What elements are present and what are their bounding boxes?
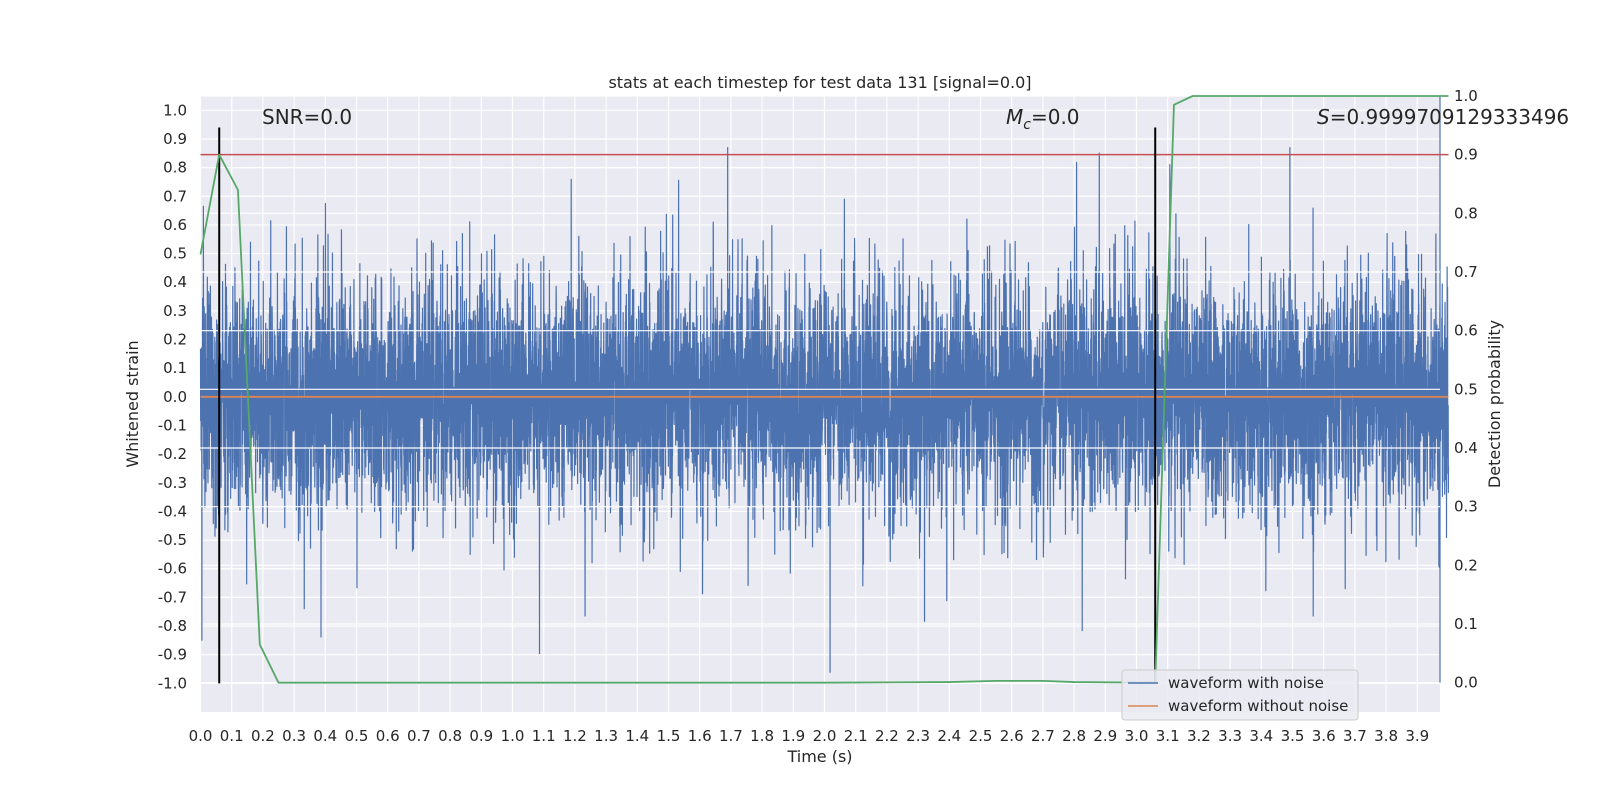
legend-clean-label: waveform without noise bbox=[1168, 697, 1348, 715]
mc-symbol: M bbox=[1006, 105, 1023, 129]
x-tick-label: 1.2 bbox=[563, 727, 587, 745]
x-tick-label: 3.8 bbox=[1374, 727, 1398, 745]
y-tick-label: -0.6 bbox=[158, 560, 187, 578]
y-tick-label: -0.7 bbox=[158, 588, 187, 606]
legend-box bbox=[1121, 669, 1359, 721]
s-annotation: S=0.9999709129333496 bbox=[1317, 105, 1569, 129]
x-tick-label: 3.4 bbox=[1249, 727, 1273, 745]
mc-annotation: Mc=0.0 bbox=[1006, 105, 1080, 133]
x-tick-label: 3.9 bbox=[1405, 727, 1429, 745]
x-tick-label: 0.5 bbox=[345, 727, 369, 745]
x-tick-label: 3.0 bbox=[1125, 727, 1149, 745]
snr-annotation: SNR=0.0 bbox=[262, 105, 352, 129]
y2-tick-label: 0.1 bbox=[1454, 615, 1478, 633]
x-tick-label: 2.6 bbox=[1000, 727, 1024, 745]
x-tick-label: 1.1 bbox=[532, 727, 556, 745]
y-tick-label: -0.1 bbox=[158, 416, 187, 434]
x-tick-label: 1.7 bbox=[719, 727, 743, 745]
y2-axis-ticks: 1.0 0.9 0.8 0.7 0.6 0.5 0.4 0.3 0.2 0.1 0.0 bbox=[1439, 87, 1478, 692]
y-tick-label: 0.1 bbox=[163, 359, 187, 377]
y-tick-label: 0.9 bbox=[163, 130, 187, 148]
x-tick-label: 2.2 bbox=[875, 727, 899, 745]
y-tick-label: 0.8 bbox=[163, 159, 187, 177]
x-tick-label: 1.4 bbox=[625, 727, 649, 745]
x-tick-label: 0.0 bbox=[189, 727, 213, 745]
s-symbol: S bbox=[1317, 105, 1330, 129]
x-tick-label: 3.5 bbox=[1281, 727, 1305, 745]
y-tick-label: -1.0 bbox=[158, 674, 187, 692]
x-tick-label: 2.9 bbox=[1093, 727, 1117, 745]
x-tick-label: 2.4 bbox=[937, 727, 961, 745]
y2-tick-label: 0.4 bbox=[1454, 439, 1478, 457]
x-tick-label: 3.6 bbox=[1312, 727, 1336, 745]
y2-tick-label: 1.0 bbox=[1454, 87, 1478, 105]
y2-tick-label: 0.7 bbox=[1454, 263, 1478, 281]
y2-axis-label: Detection probability bbox=[1485, 320, 1504, 488]
x-axis-ticks: 0.0 0.1 0.2 0.3 0.4 0.5 0.6 0.7 0.8 0.9 1.0 1.1 1.2 1… bbox=[189, 727, 1430, 745]
y-tick-label: -0.2 bbox=[158, 445, 187, 463]
x-axis-label: Time (s) bbox=[786, 747, 852, 766]
x-tick-label: 3.1 bbox=[1156, 727, 1180, 745]
x-tick-label: 0.4 bbox=[313, 727, 337, 745]
y-tick-label: -0.9 bbox=[158, 646, 187, 664]
y2-tick-label: 0.9 bbox=[1454, 146, 1478, 164]
x-tick-label: 1.6 bbox=[688, 727, 712, 745]
y-axis-label: Whitened strain bbox=[123, 340, 142, 467]
x-tick-label: 1.8 bbox=[750, 727, 774, 745]
x-tick-label: 3.7 bbox=[1343, 727, 1367, 745]
y2-tick-label: 0.3 bbox=[1454, 498, 1478, 516]
noise-series-line bbox=[199, 146, 1450, 673]
x-tick-label: 1.3 bbox=[594, 727, 618, 745]
x-tick-label: 3.2 bbox=[1187, 727, 1211, 745]
x-tick-label: 1.5 bbox=[657, 727, 681, 745]
y-tick-label: -0.5 bbox=[158, 531, 187, 549]
x-tick-label: 0.3 bbox=[282, 727, 306, 745]
y-tick-label: -0.4 bbox=[158, 502, 187, 520]
x-tick-label: 0.7 bbox=[407, 727, 431, 745]
y-tick-label: 0.0 bbox=[163, 388, 187, 406]
y2-tick-label: 0.8 bbox=[1454, 204, 1478, 222]
chart-title: stats at each timestep for test data 131… bbox=[608, 73, 1031, 92]
x-tick-label: 2.1 bbox=[844, 727, 868, 745]
y-tick-label: 0.3 bbox=[163, 302, 187, 320]
x-tick-label: 1.0 bbox=[501, 727, 525, 745]
legend-noise-label: waveform with noise bbox=[1168, 674, 1324, 692]
series-layer bbox=[199, 95, 1449, 684]
x-tick-label: 2.5 bbox=[969, 727, 993, 745]
x-tick-label: 0.6 bbox=[376, 727, 400, 745]
y-tick-label: 1.0 bbox=[163, 101, 187, 119]
x-tick-label: 2.8 bbox=[1062, 727, 1086, 745]
noise-series-layer bbox=[199, 146, 1450, 673]
y-axis-ticks: 1.0 0.9 0.8 0.7 0.6 0.5 0.4 0.3 0.2 0.1 0.0 -0.1 -0.… bbox=[158, 101, 187, 692]
x-tick-label: 2.3 bbox=[906, 727, 930, 745]
legend: waveform with noise waveform without noi… bbox=[1121, 669, 1359, 721]
x-tick-label: 0.9 bbox=[469, 727, 493, 745]
y-tick-label: -0.8 bbox=[158, 617, 187, 635]
detection-probability-line bbox=[199, 95, 1449, 684]
y-tick-label: 0.4 bbox=[163, 273, 187, 291]
y2-tick-label: 0.2 bbox=[1454, 556, 1478, 574]
y-tick-label: 0.2 bbox=[163, 331, 187, 349]
y2-tick-label: 0.6 bbox=[1454, 322, 1478, 340]
x-tick-label: 0.1 bbox=[220, 727, 244, 745]
y2-tick-label: 0.0 bbox=[1454, 674, 1478, 692]
y-tick-label: -0.3 bbox=[158, 474, 187, 492]
y-tick-label: 0.6 bbox=[163, 216, 187, 234]
x-tick-label: 2.0 bbox=[813, 727, 837, 745]
x-tick-label: 3.3 bbox=[1218, 727, 1242, 745]
mc-value: =0.0 bbox=[1031, 105, 1080, 129]
x-tick-label: 0.8 bbox=[438, 727, 462, 745]
x-tick-label: 2.7 bbox=[1031, 727, 1055, 745]
y2-tick-label: 0.5 bbox=[1454, 380, 1478, 398]
s-value: =0.9999709129333496 bbox=[1330, 105, 1569, 129]
x-tick-label: 1.9 bbox=[781, 727, 805, 745]
y-tick-label: 0.7 bbox=[163, 187, 187, 205]
x-tick-label: 0.2 bbox=[251, 727, 275, 745]
y-tick-label: 0.5 bbox=[163, 245, 187, 263]
mc-subscript: c bbox=[1023, 117, 1031, 133]
